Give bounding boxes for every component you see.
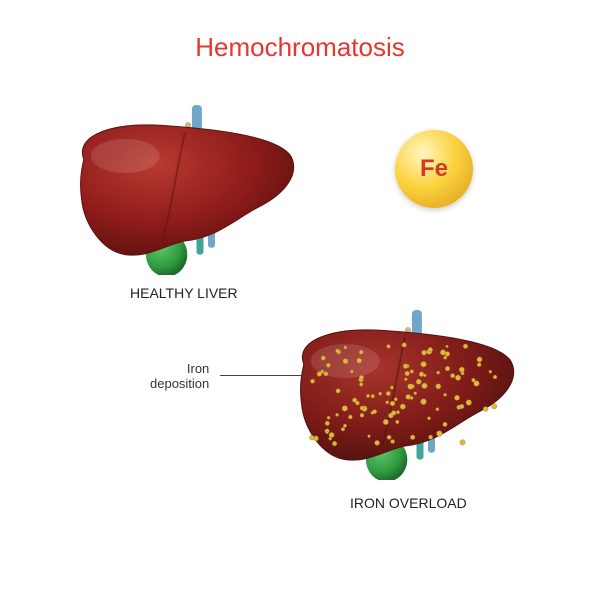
healthy-liver-label-text: HEALTHY LIVER — [130, 285, 238, 301]
callout-line2: deposition — [150, 376, 209, 391]
iron-deposition-callout: Iron deposition — [150, 362, 209, 392]
diagram-title: Hemochromatosis — [0, 32, 600, 63]
iron-overload-liver-illustration — [290, 310, 520, 480]
fe-symbol: Fe — [420, 155, 448, 183]
healthy-liver-illustration — [70, 105, 300, 275]
healthy-liver-label: HEALTHY LIVER — [130, 285, 238, 301]
iron-element-orb: Fe — [395, 130, 473, 208]
iron-overload-label: IRON OVERLOAD — [350, 495, 467, 511]
callout-leader-line — [220, 375, 305, 376]
title-text: Hemochromatosis — [195, 32, 405, 62]
callout-line1: Iron — [187, 361, 209, 376]
iron-overload-label-text: IRON OVERLOAD — [350, 495, 467, 511]
